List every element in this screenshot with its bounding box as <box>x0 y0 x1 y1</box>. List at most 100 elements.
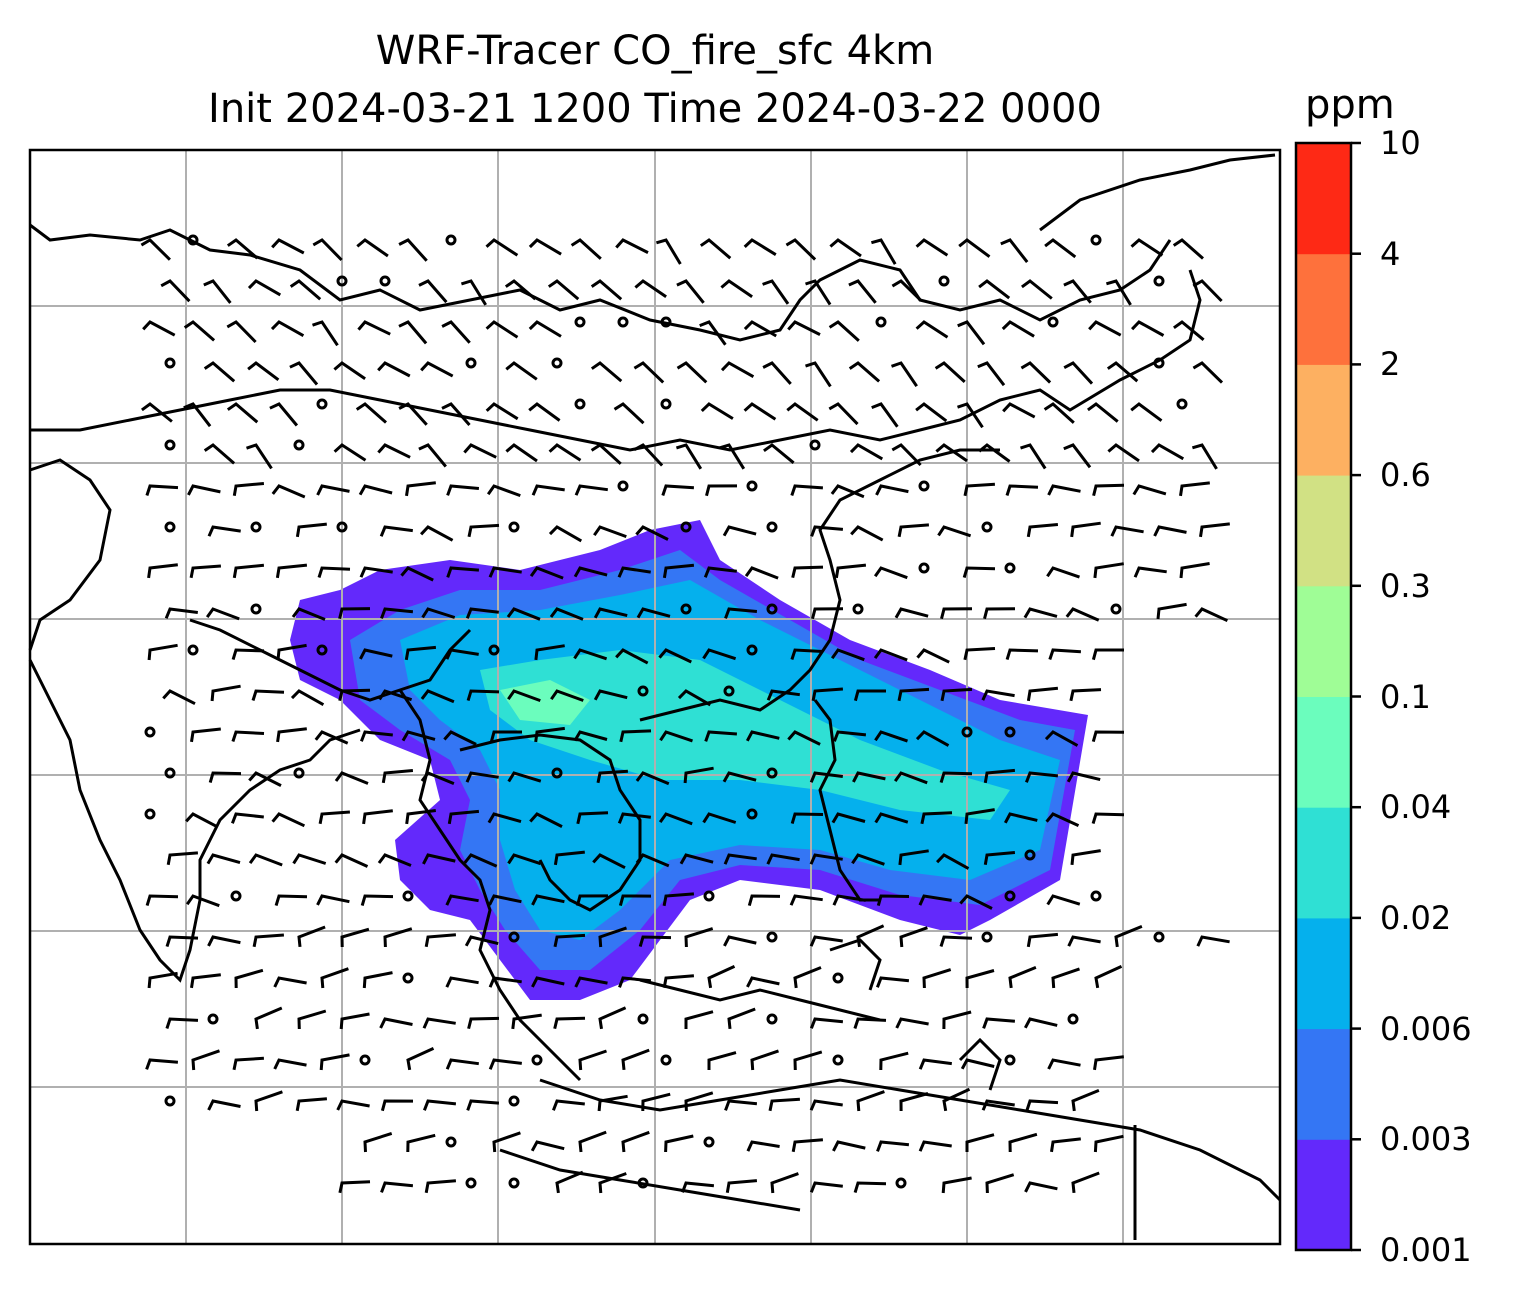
wind-barb <box>720 361 755 379</box>
wind-barb <box>506 607 541 621</box>
wind-barb <box>165 935 199 948</box>
wind-barb <box>790 648 824 660</box>
calm-wind-marker <box>402 972 414 984</box>
wind-barb <box>487 812 522 824</box>
wind-barb <box>1107 443 1140 463</box>
calm-wind-marker <box>660 398 672 410</box>
wind-barb <box>1063 443 1092 469</box>
wind-barb <box>1046 566 1080 579</box>
wind-barb <box>465 771 499 783</box>
calm-wind-marker <box>723 685 735 697</box>
wind-barb <box>851 853 885 866</box>
colorbar-segment <box>1296 1028 1351 1140</box>
wind-barb <box>276 727 307 743</box>
wind-barb <box>809 1099 843 1111</box>
wind-barb <box>658 812 693 826</box>
wind-barb <box>1047 1058 1081 1070</box>
wind-barb <box>762 279 790 305</box>
wind-barb <box>853 1017 887 1029</box>
wind-barb <box>1044 730 1079 747</box>
wind-barb <box>485 238 519 257</box>
wind-barb <box>418 443 447 468</box>
wind-barb <box>635 525 669 541</box>
wind-barb <box>920 811 953 825</box>
wind-barb <box>1087 402 1119 423</box>
wind-barb <box>681 1181 715 1193</box>
wind-barb <box>722 525 757 537</box>
wind-barb <box>145 894 179 907</box>
wind-barb <box>856 924 885 948</box>
wind-barb <box>700 402 734 420</box>
calm-wind-marker <box>230 890 242 902</box>
calm-wind-marker <box>445 234 457 246</box>
wind-barb <box>312 238 343 262</box>
colorbar-tick-label: 0.001 <box>1380 1231 1472 1269</box>
wind-barb <box>273 976 307 988</box>
wind-barb <box>684 1010 714 1029</box>
wind-barb <box>849 443 884 461</box>
calm-wind-marker <box>164 357 176 369</box>
wind-barb <box>380 1099 414 1112</box>
wind-barb <box>853 1181 887 1194</box>
calm-wind-marker <box>379 275 391 287</box>
colorbar-tick-label: 0.1 <box>1380 677 1431 716</box>
wind-barb <box>791 565 824 579</box>
calm-wind-marker <box>293 439 305 451</box>
calm-wind-marker <box>531 1054 543 1066</box>
wind-barb <box>492 1131 521 1153</box>
wind-barb <box>898 849 929 866</box>
wind-barb <box>356 238 389 258</box>
wind-barb <box>316 894 350 906</box>
wind-barb <box>891 361 918 388</box>
calm-wind-marker <box>250 603 262 615</box>
wind-barb <box>1071 1089 1100 1112</box>
wind-barb <box>340 927 370 948</box>
wind-barb <box>507 771 542 783</box>
wind-barb <box>745 730 780 742</box>
wind-barb <box>1002 402 1036 419</box>
wind-barb <box>187 484 221 496</box>
wind-barb <box>467 1016 500 1030</box>
wind-barb <box>856 1090 885 1112</box>
wind-barb <box>957 402 984 429</box>
wind-barb <box>1091 812 1125 825</box>
graticule <box>30 150 1280 1244</box>
map-frame <box>28 148 1282 1246</box>
wind-barb <box>232 563 265 579</box>
wind-barb <box>1000 238 1029 264</box>
wind-barb <box>1093 1055 1124 1071</box>
calm-wind-marker <box>1090 890 1102 902</box>
calm-wind-marker <box>164 521 176 533</box>
calm-wind-marker <box>1176 398 1188 410</box>
wind-barb <box>362 809 393 825</box>
wind-barb <box>362 971 393 989</box>
calm-wind-marker <box>746 644 758 656</box>
wind-barb <box>787 320 821 336</box>
wind-barb <box>166 851 199 866</box>
wind-barb <box>720 279 753 299</box>
wind-barb <box>793 966 822 989</box>
colorbar-tick-label: 0.04 <box>1380 788 1452 827</box>
wind-barb <box>828 402 859 426</box>
wind-barb <box>1192 279 1223 303</box>
wind-barb <box>965 969 995 989</box>
wind-barb <box>664 1134 694 1153</box>
wind-barb <box>1091 648 1124 661</box>
wind-barb <box>617 566 651 578</box>
wind-barb <box>575 894 609 907</box>
wind-barb <box>918 1058 952 1070</box>
calm-wind-marker <box>1024 849 1036 861</box>
wind-barb <box>147 563 178 579</box>
calm-wind-marker <box>164 1095 176 1107</box>
wind-barb <box>553 933 586 948</box>
colorbar-segment <box>1296 253 1351 365</box>
wind-barb <box>1005 648 1039 661</box>
wind-barb <box>573 730 608 742</box>
wind-barb <box>164 607 198 619</box>
wind-barb <box>316 484 350 496</box>
calm-wind-marker <box>574 316 586 328</box>
wind-barb <box>704 730 738 742</box>
wind-barb <box>959 894 993 910</box>
wind-barb <box>531 894 565 906</box>
